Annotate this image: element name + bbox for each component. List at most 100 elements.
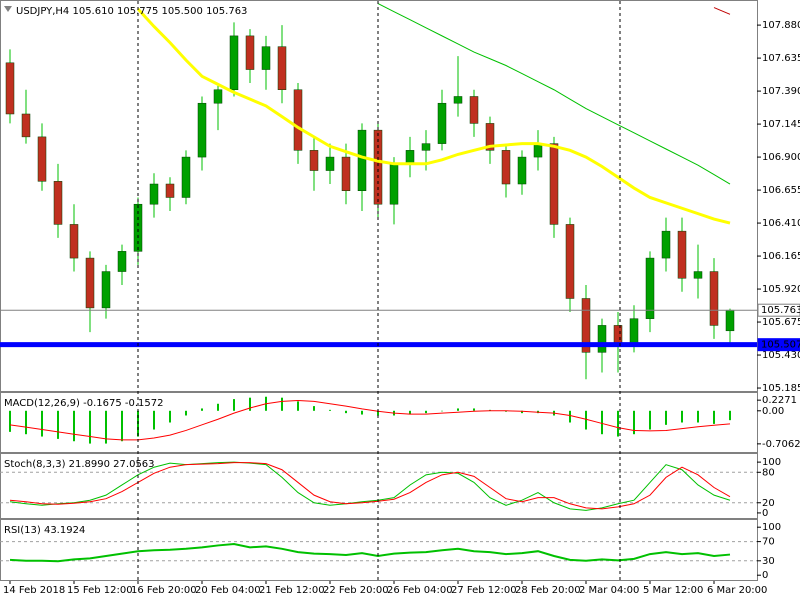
y-tick-label: 106.655 bbox=[762, 185, 800, 196]
candle-body bbox=[677, 230, 687, 279]
x-tick-label: 5 Mar 12:00 bbox=[643, 585, 703, 596]
y-tick-label: 107.390 bbox=[762, 86, 800, 97]
y-tick-label: 0.00 bbox=[762, 406, 784, 417]
y-tick-label: 107.145 bbox=[762, 119, 800, 130]
candle-body bbox=[389, 163, 399, 205]
histogram-bar bbox=[329, 409, 331, 411]
candle-body bbox=[581, 298, 591, 353]
histogram-bar bbox=[297, 401, 299, 411]
candle-body bbox=[181, 156, 191, 198]
histogram-bar bbox=[169, 410, 171, 423]
candle-body bbox=[437, 102, 447, 144]
candle-body bbox=[453, 96, 463, 104]
y-tick-label: 106.900 bbox=[762, 152, 800, 163]
candle-body bbox=[261, 46, 271, 70]
candle-body bbox=[357, 129, 367, 191]
y-tick-label: 107.635 bbox=[762, 53, 800, 64]
candle-body bbox=[197, 102, 207, 158]
histogram-bar bbox=[89, 410, 91, 444]
histogram-bar bbox=[633, 410, 635, 435]
panel-title: RSI(13) 43.1924 bbox=[4, 525, 85, 536]
candle-body bbox=[373, 129, 383, 205]
indicator-line bbox=[377, 3, 731, 185]
candle-body bbox=[229, 35, 239, 90]
y-tick-label: 30 bbox=[762, 556, 775, 567]
histogram-bar bbox=[281, 397, 283, 411]
symbol-icon bbox=[4, 6, 12, 12]
histogram-bar bbox=[201, 408, 203, 411]
y-tick-label: 105.675 bbox=[762, 317, 800, 328]
x-tick-label: 28 Feb 20:00 bbox=[515, 585, 581, 596]
histogram-bar bbox=[665, 410, 667, 425]
panel-title: Stoch(8,3,3) 21.8990 27.0563 bbox=[4, 459, 155, 470]
histogram-bar bbox=[41, 410, 43, 437]
histogram-bar bbox=[313, 406, 315, 411]
x-tick-label: 20 Feb 04:00 bbox=[195, 585, 261, 596]
candle-body bbox=[85, 257, 95, 309]
y-tick-label: 100 bbox=[762, 522, 781, 533]
candle-body bbox=[37, 136, 47, 182]
candle-body bbox=[549, 143, 559, 225]
y-tick-label: 0.2271 bbox=[762, 395, 797, 406]
panel-frame bbox=[0, 392, 758, 453]
candle-body bbox=[293, 89, 303, 151]
candle-body bbox=[213, 89, 223, 104]
candle-body bbox=[517, 156, 527, 185]
histogram-bar bbox=[473, 408, 475, 411]
histogram-bar bbox=[185, 410, 187, 416]
candle-body bbox=[101, 271, 111, 309]
candle-body bbox=[485, 123, 495, 151]
histogram-bar bbox=[441, 410, 443, 412]
y-tick-label: 80 bbox=[762, 467, 775, 478]
candle-body bbox=[277, 46, 287, 90]
indicator-line bbox=[136, 7, 731, 225]
candle-body bbox=[309, 150, 319, 171]
candle-body bbox=[693, 271, 703, 279]
histogram-bar bbox=[697, 410, 699, 423]
x-tick-label: 14 Feb 2018 bbox=[3, 585, 65, 596]
candle-body bbox=[133, 203, 143, 252]
x-tick-label: 21 Feb 12:00 bbox=[259, 585, 325, 596]
candle-body bbox=[469, 96, 479, 124]
histogram-bar bbox=[601, 410, 603, 435]
y-tick-label: 105.920 bbox=[762, 284, 800, 295]
candle-body bbox=[709, 271, 719, 326]
histogram-bar bbox=[249, 397, 251, 411]
candle-body bbox=[565, 224, 575, 299]
histogram-bar bbox=[425, 410, 427, 414]
histogram-bar bbox=[457, 408, 459, 411]
candle-body bbox=[725, 309, 735, 332]
y-tick-label: -0.7062 bbox=[762, 439, 800, 450]
candle-body bbox=[5, 62, 15, 115]
histogram-bar bbox=[233, 399, 235, 411]
histogram-bar bbox=[377, 410, 379, 416]
price-level-label: 105.763 bbox=[761, 305, 800, 316]
candle-body bbox=[245, 35, 255, 70]
y-tick-label: 106.165 bbox=[762, 251, 800, 262]
candle-body bbox=[165, 183, 175, 198]
price-level-box bbox=[757, 338, 800, 352]
candle-body bbox=[597, 325, 607, 353]
histogram-bar bbox=[57, 410, 59, 439]
candle-body bbox=[53, 181, 63, 225]
price-level-label: 105.507 bbox=[761, 340, 800, 351]
histogram-bar bbox=[153, 410, 155, 430]
histogram-bar bbox=[649, 410, 651, 430]
y-tick-label: 106.410 bbox=[762, 218, 800, 229]
candle-body bbox=[69, 224, 79, 259]
y-tick-label: 70 bbox=[762, 537, 775, 548]
panel-title: USDJPY,H4 105.610 105.775 105.500 105.76… bbox=[16, 6, 247, 17]
panel-frame bbox=[0, 519, 758, 581]
x-tick-label: 15 Feb 12:00 bbox=[67, 585, 133, 596]
histogram-bar bbox=[409, 410, 411, 415]
indicator-line bbox=[713, 7, 731, 15]
indicator-line bbox=[9, 399, 731, 441]
candle-body bbox=[421, 143, 431, 151]
candle-body bbox=[661, 230, 671, 259]
indicator-line bbox=[9, 462, 731, 510]
histogram-bar bbox=[121, 410, 123, 442]
y-tick-label: 105.430 bbox=[762, 350, 800, 361]
